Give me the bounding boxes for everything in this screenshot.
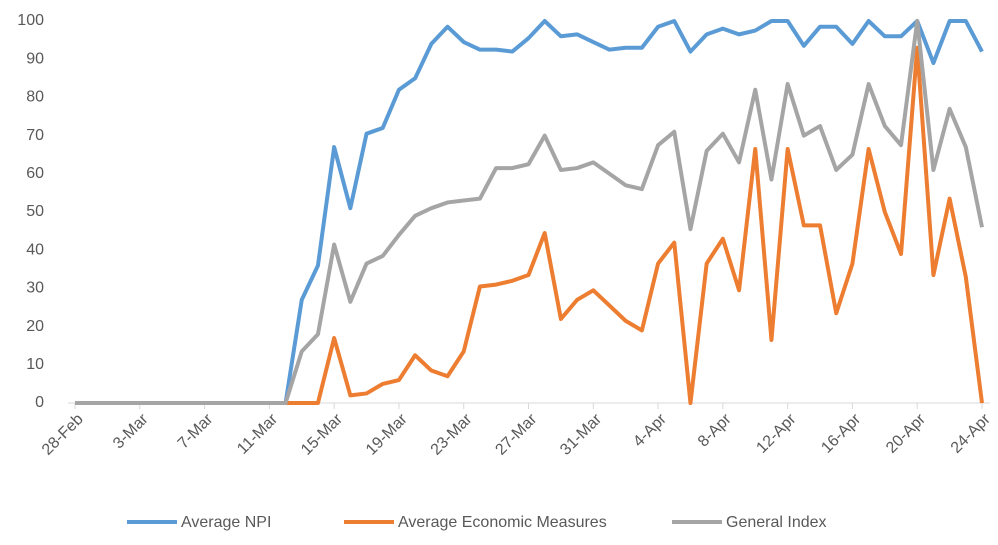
y-tick-label: 50 [26,203,44,220]
y-tick-label: 90 [26,50,44,67]
x-tick-label: 7-Mar [175,410,217,452]
y-tick-label: 0 [35,394,44,411]
y-tick-label: 60 [26,165,44,182]
x-tick-label: 12-Apr [753,410,799,456]
x-tick-label: 20-Apr [883,410,929,456]
x-tick-label: 28-Feb [39,411,87,459]
y-tick-label: 70 [26,127,44,144]
series-line [75,45,984,405]
x-tick-label: 19-Mar [363,410,411,458]
x-tick-label: 4-Apr [630,410,670,450]
x-tick-label: 11-Mar [234,410,282,458]
series-line [75,19,984,405]
legend-label: Average NPI [181,514,271,531]
x-tick-label: 24-Apr [948,410,994,456]
x-tick-label: 8-Apr [695,410,735,450]
x-tick-label: 27-Mar [492,410,540,458]
y-tick-label: 100 [17,12,44,29]
y-tick-label: 80 [26,89,44,106]
x-tick-label: 3-Mar [110,410,152,452]
x-tick-label: 31-Mar [557,410,605,458]
y-tick-label: 20 [26,318,44,335]
y-tick-label: 10 [26,356,44,373]
x-tick-label: 23-Mar [428,410,476,458]
x-tick-label: 15-Mar [298,410,346,458]
x-tick-label: 16-Apr [818,410,864,456]
series-line [75,19,984,405]
legend-label: General Index [726,514,827,531]
y-tick-label: 30 [26,280,44,297]
y-tick-label: 40 [26,241,44,258]
legend-label: Average Economic Measures [398,514,607,531]
